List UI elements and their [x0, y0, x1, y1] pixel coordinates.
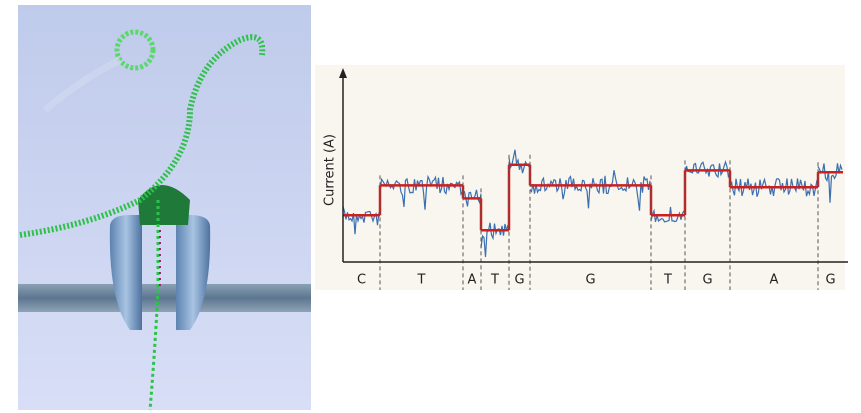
- base-label: A: [468, 273, 477, 288]
- base-label: A: [770, 273, 779, 288]
- base-label: G: [585, 273, 595, 288]
- y-axis-arrow: [339, 68, 347, 78]
- base-label: T: [417, 273, 426, 288]
- base-label: T: [663, 273, 672, 288]
- base-label: T: [490, 273, 499, 288]
- y-axis-label: Current (A): [323, 134, 338, 206]
- base-label: G: [702, 273, 712, 288]
- signal-noise: [480, 222, 509, 257]
- base-label: G: [825, 273, 835, 288]
- signal-noise: [379, 174, 463, 210]
- base-label: G: [514, 273, 524, 288]
- chart-background: [315, 65, 845, 290]
- base-label: C: [357, 273, 366, 288]
- illustration: [18, 5, 311, 411]
- signal-noise: [342, 206, 380, 235]
